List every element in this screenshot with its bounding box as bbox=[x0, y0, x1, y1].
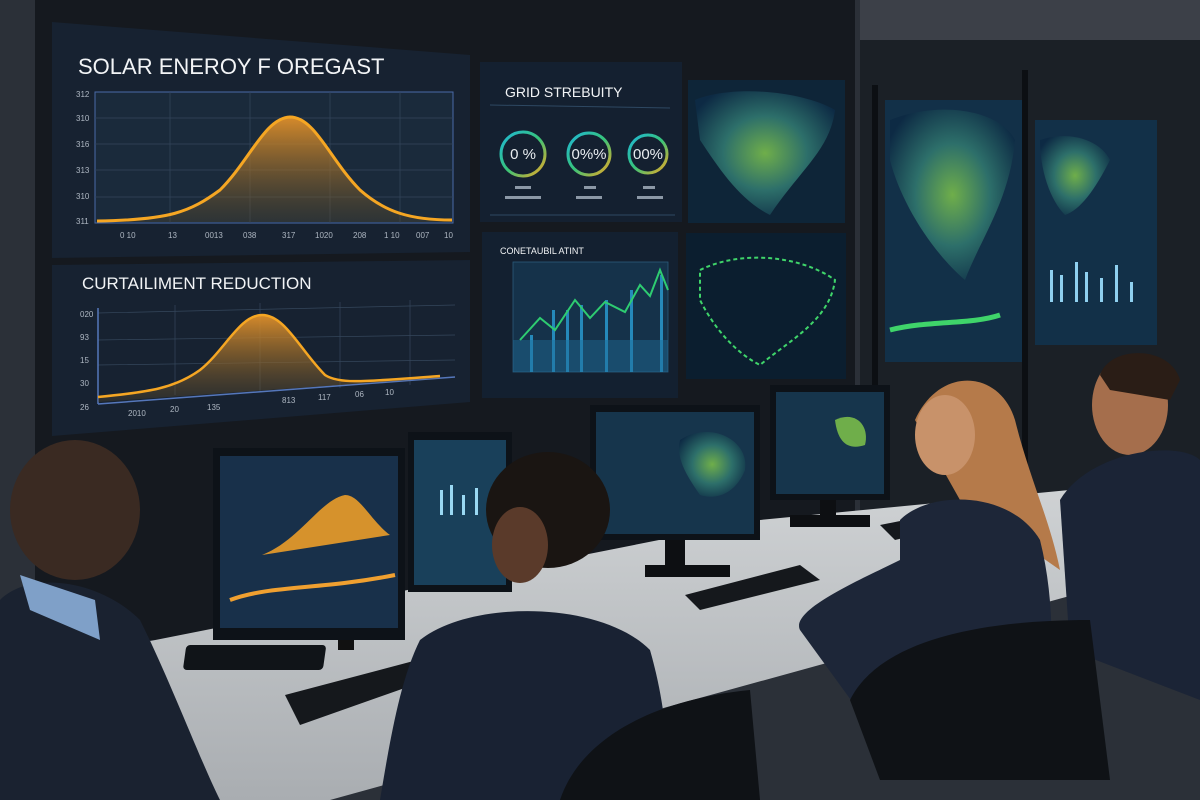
person-left bbox=[0, 440, 220, 800]
x-tick: 2010 bbox=[128, 409, 146, 418]
x-tick: 1020 bbox=[315, 231, 333, 240]
y-tick: 020 bbox=[80, 310, 94, 319]
grid-stability-screen bbox=[480, 62, 682, 222]
x-tick: 06 bbox=[355, 390, 364, 399]
gauge-ring-2 bbox=[566, 131, 612, 177]
curtailment-panel-title: CURTAILIMENT REDUCTION bbox=[82, 274, 312, 293]
y-tick: 15 bbox=[80, 356, 89, 365]
y-tick: 26 bbox=[80, 403, 89, 412]
y-tick: 313 bbox=[76, 166, 90, 175]
curtailment-screen bbox=[52, 260, 470, 436]
map-screen-3 bbox=[885, 100, 1022, 362]
x-tick: 20 bbox=[170, 405, 179, 414]
x-tick: 813 bbox=[282, 396, 296, 405]
gauge-value-3: 00% bbox=[633, 146, 663, 163]
desk-monitor-1 bbox=[183, 448, 405, 670]
x-tick: 007 bbox=[416, 231, 430, 240]
x-tick: 0013 bbox=[205, 231, 223, 240]
x-tick: 038 bbox=[243, 231, 257, 240]
office-chair bbox=[560, 620, 1110, 800]
gauge-ring-1 bbox=[499, 130, 547, 178]
y-tick: 310 bbox=[76, 192, 90, 201]
map-screen-2 bbox=[686, 233, 846, 379]
y-tick: 316 bbox=[76, 140, 90, 149]
x-tick: 317 bbox=[282, 231, 296, 240]
constraint-screen bbox=[482, 232, 678, 398]
desk-monitor-4 bbox=[770, 385, 890, 527]
y-tick: 93 bbox=[80, 333, 89, 342]
y-tick: 311 bbox=[76, 217, 89, 226]
gauge-value-1: 0 % bbox=[510, 146, 536, 163]
grid-panel-title: GRID STREBUITY bbox=[505, 84, 623, 100]
x-tick: 10 bbox=[385, 388, 394, 397]
y-tick: 312 bbox=[76, 90, 90, 99]
y-tick: 30 bbox=[80, 379, 89, 388]
x-tick: 0 10 bbox=[120, 231, 136, 240]
curtailment-x-ticks: 2010 20 135 813 117 06 10 bbox=[128, 388, 394, 418]
x-tick: 117 bbox=[318, 393, 331, 402]
constraint-panel-title: CONETAUBIL ATINT bbox=[500, 246, 584, 256]
x-tick: 135 bbox=[207, 403, 221, 412]
curtailment-y-ticks: 020 93 15 30 26 bbox=[80, 310, 94, 412]
desk-monitor-3 bbox=[590, 405, 760, 577]
x-tick: 10 bbox=[444, 231, 453, 240]
map-screen-1 bbox=[688, 80, 845, 223]
solar-y-ticks: 312 310 316 313 310 311 bbox=[76, 90, 90, 226]
x-tick: 208 bbox=[353, 231, 367, 240]
x-tick: 1 10 bbox=[384, 231, 400, 240]
gauge-ring-3 bbox=[627, 133, 669, 175]
solar-panel-title: SOLAR ENEROY F OREGAST bbox=[78, 54, 384, 79]
person-right-man bbox=[1060, 353, 1200, 700]
solar-x-ticks: 0 10 13 0013 038 317 1020 208 1 10 007 1… bbox=[120, 231, 453, 240]
gauge-value-2: 0%% bbox=[571, 146, 606, 163]
solar-forecast-screen bbox=[52, 22, 470, 258]
dashboard-screen-4 bbox=[1035, 120, 1157, 345]
x-tick: 13 bbox=[168, 231, 177, 240]
y-tick: 310 bbox=[76, 114, 90, 123]
